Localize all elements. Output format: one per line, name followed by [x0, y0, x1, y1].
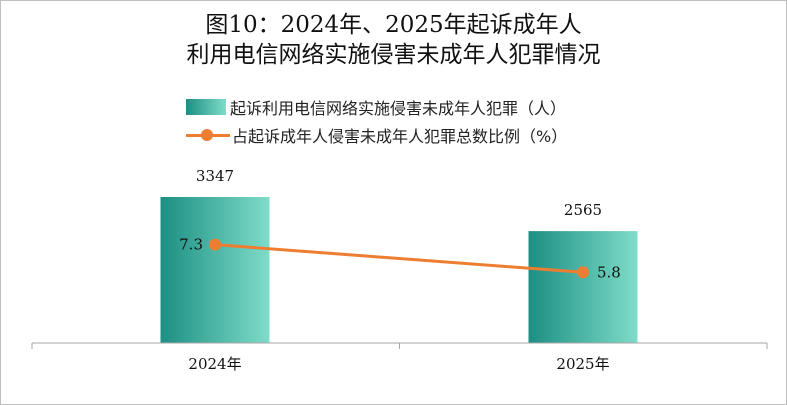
legend-bar-swatch	[186, 99, 226, 115]
line-point	[209, 238, 221, 251]
legend-item-bar: 起诉利用电信网络实施侵害未成年人犯罪（人）	[186, 94, 567, 120]
legend-item-line: 占起诉成年人侵害未成年人犯罪总数比例（%）	[186, 122, 567, 148]
legend-line-label: 占起诉成年人侵害未成年人犯罪总数比例（%）	[232, 127, 568, 146]
bar-value-label: 3347	[196, 167, 234, 185]
line-value-label: 7.3	[179, 236, 203, 254]
x-tick-label: 2025年	[556, 355, 609, 373]
legend-line-swatch	[186, 127, 230, 143]
chart-subtitle: 利用电信网络实施侵害未成年人犯罪情况	[186, 42, 601, 68]
x-tick-label: 2024年	[188, 355, 241, 373]
bar	[160, 197, 270, 343]
legend: 起诉利用电信网络实施侵害未成年人犯罪（人） 占起诉成年人侵害未成年人犯罪总数比例…	[186, 94, 567, 150]
legend-bar-label: 起诉利用电信网络实施侵害未成年人犯罪（人）	[230, 99, 567, 118]
line-value-label: 5.8	[597, 263, 621, 281]
line-point	[577, 266, 589, 279]
bar	[528, 231, 638, 343]
series-line	[214, 243, 584, 274]
bar-value-label: 2565	[564, 201, 602, 219]
chart-title: 图10：2024年、2025年起诉成年人	[205, 12, 582, 38]
